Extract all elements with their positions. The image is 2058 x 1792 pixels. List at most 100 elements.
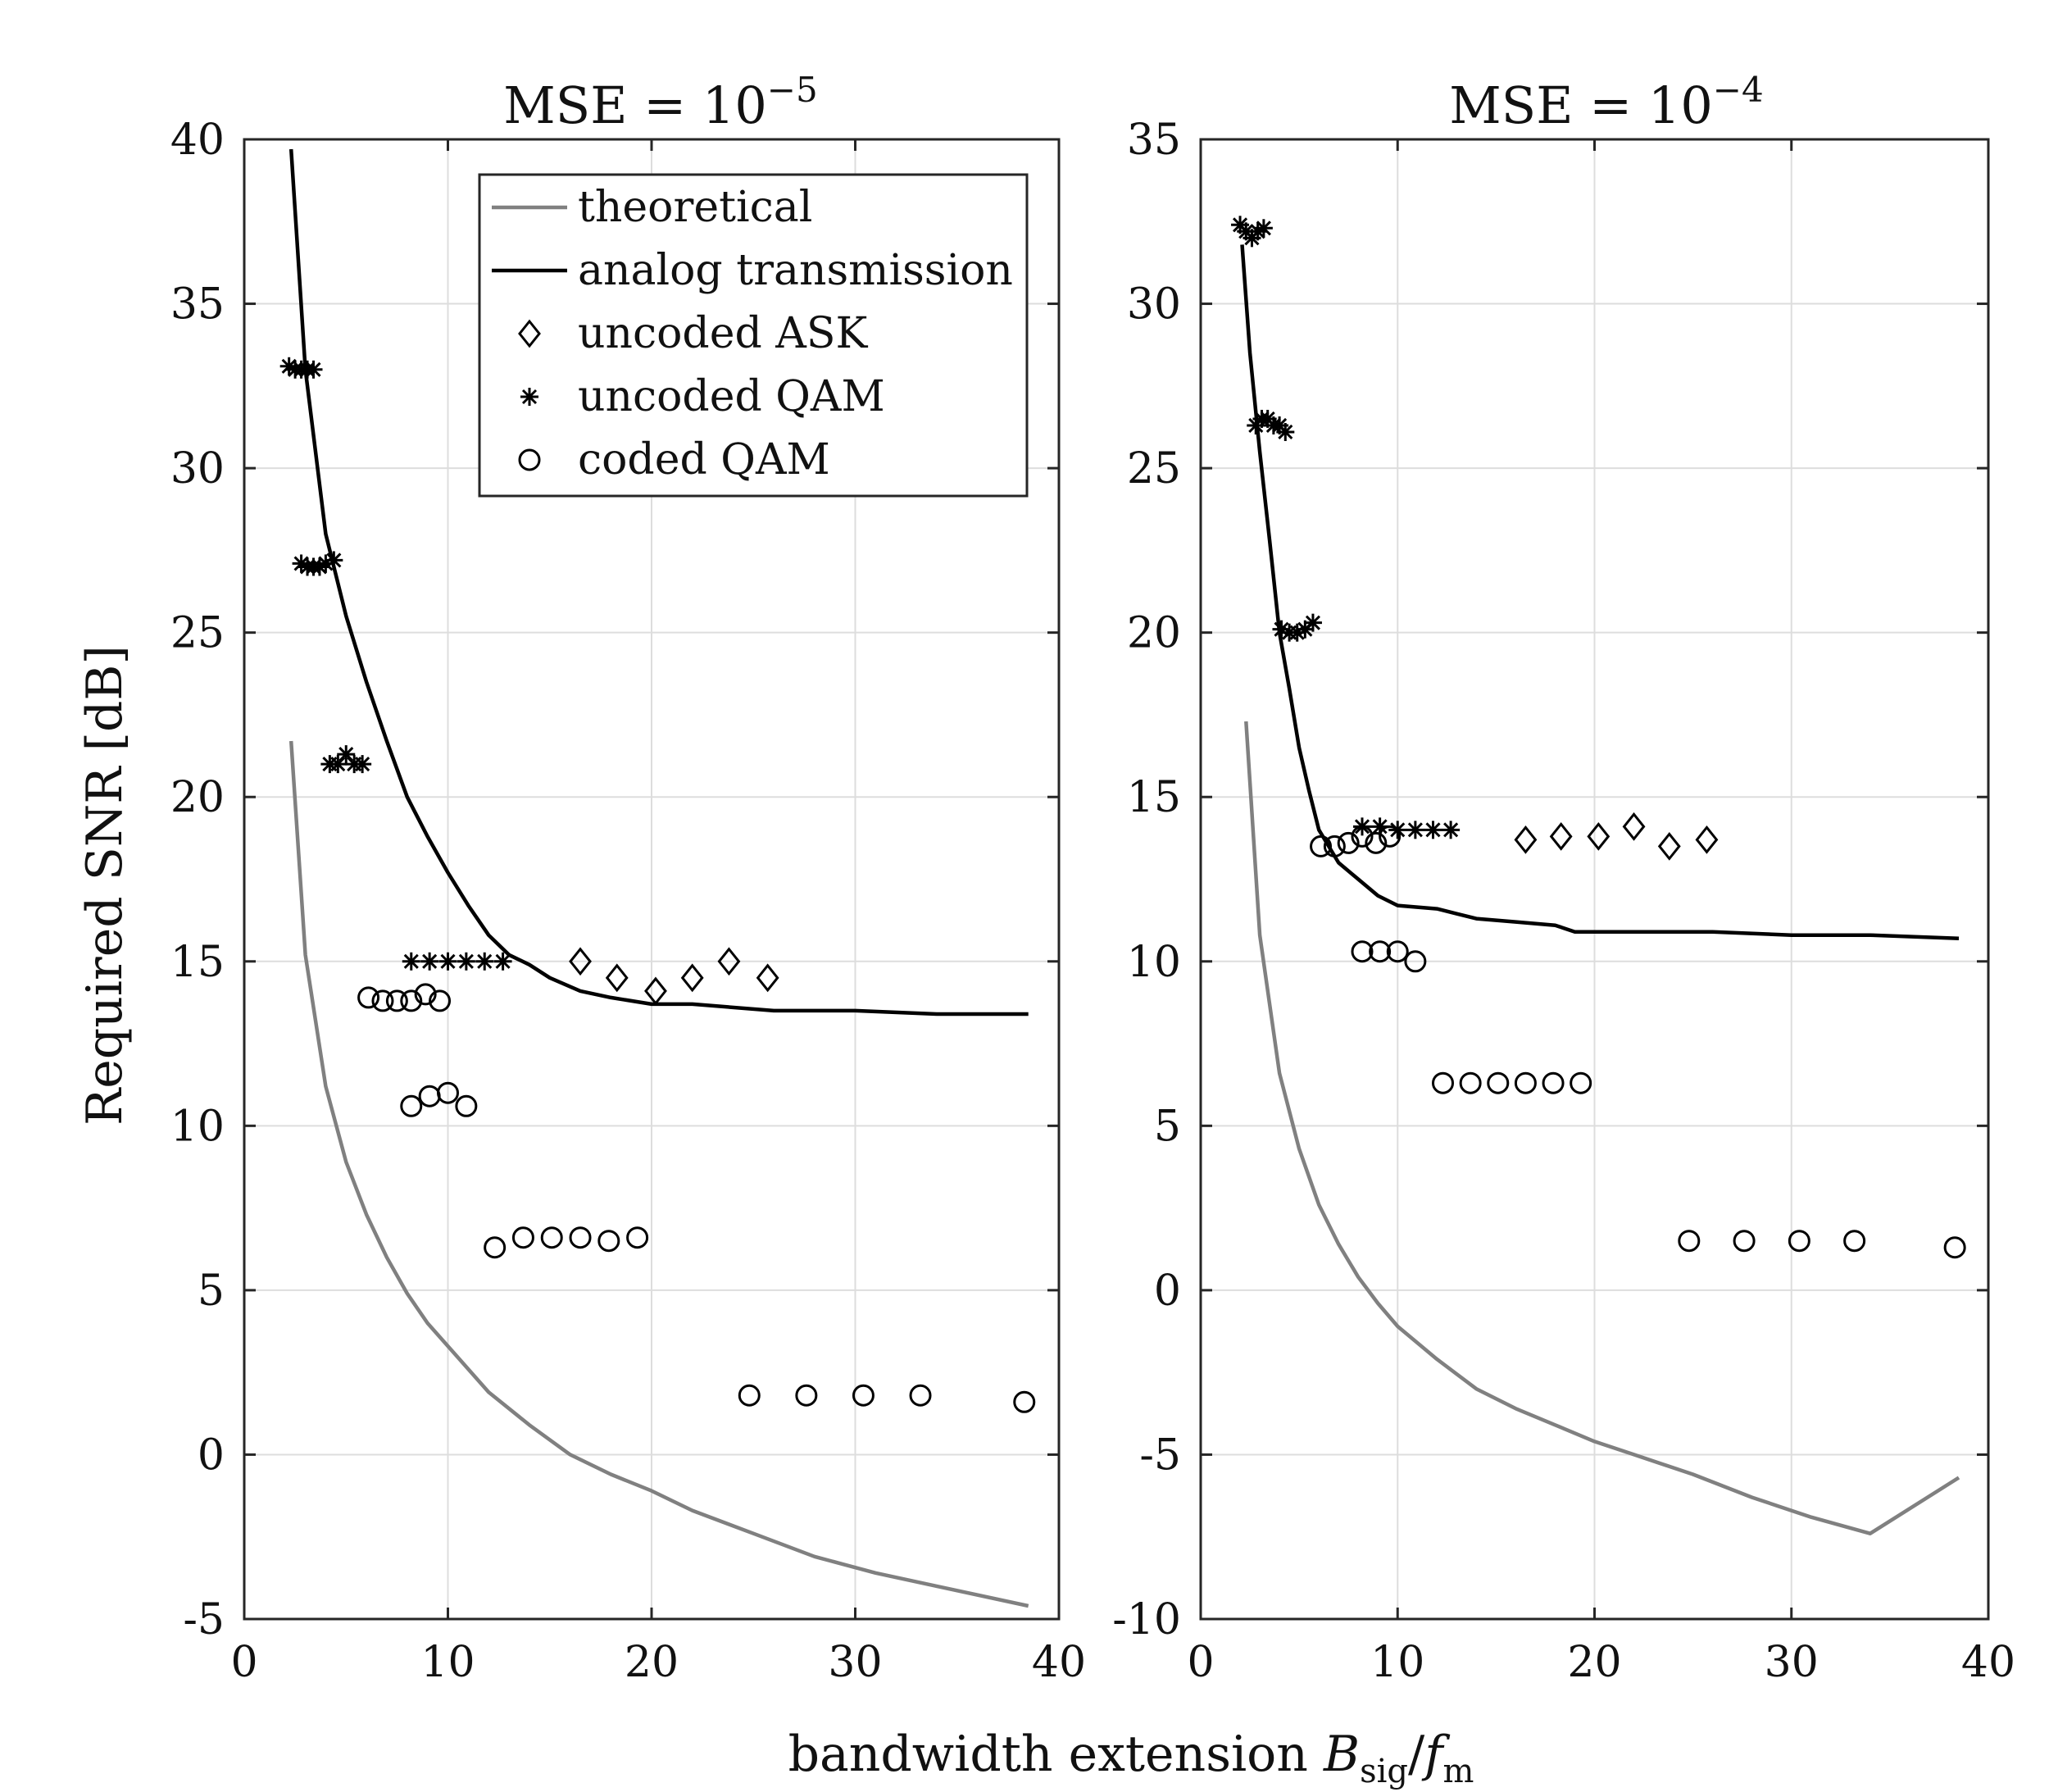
- point-coded-qam: [385, 989, 408, 1012]
- point-coded-qam: [626, 1226, 649, 1249]
- point-coded-qam: [455, 1094, 478, 1117]
- y-tick-label: 0: [1154, 1267, 1181, 1316]
- point-uncoded-qam: [1388, 821, 1407, 839]
- x-tick-label: 10: [420, 1638, 475, 1687]
- point-coded-qam: [429, 989, 452, 1012]
- legend-marker-qam: [520, 388, 538, 406]
- point-coded-qam: [1337, 831, 1360, 854]
- point-coded-qam: [569, 1226, 592, 1249]
- point-coded-qam: [1570, 1071, 1592, 1094]
- y-axis-label: Required SNR [dB]: [76, 645, 134, 1126]
- point-uncoded-qam: [1424, 821, 1442, 839]
- point-uncoded-qam: [1272, 620, 1291, 639]
- panel-title: MSE = 10−4: [1449, 70, 1763, 135]
- x-tick-label: 0: [1187, 1638, 1214, 1687]
- point-uncoded-qam: [304, 360, 323, 379]
- legend-label-analog: analog transmission: [578, 246, 1013, 295]
- x-tick-label: 40: [1032, 1638, 1086, 1687]
- star-stroke: [1407, 822, 1423, 838]
- x-tick-label: 30: [828, 1638, 882, 1687]
- series-line-analog: [288, 148, 1029, 1017]
- point-coded-qam: [400, 1094, 423, 1117]
- star-stroke: [326, 553, 342, 568]
- point-uncoded-qam: [402, 952, 420, 971]
- point-coded-qam: [1310, 835, 1333, 857]
- panel-mse-1e-4: MSE = 10−4 0 10 20 30 40 -10 -5 0 5 10 15 20 25 30 35: [1112, 70, 2015, 1687]
- point-coded-qam: [511, 1226, 534, 1249]
- point-uncoded-qam: [493, 952, 512, 971]
- point-uncoded-qam: [325, 551, 343, 570]
- y-tick-label: 20: [170, 773, 225, 822]
- point-coded-qam: [357, 986, 380, 1009]
- legend-label-uncoded-qam: uncoded QAM: [578, 372, 885, 421]
- point-coded-qam: [1013, 1390, 1036, 1413]
- point-uncoded-ask: [569, 947, 592, 976]
- point-uncoded-qam: [1276, 422, 1295, 441]
- y-tick-label: 40: [170, 116, 225, 165]
- x-tick-label: 0: [230, 1638, 257, 1687]
- legend-label-ask: uncoded ASK: [578, 309, 868, 358]
- point-uncoded-ask: [1514, 825, 1538, 854]
- star-stroke: [1425, 822, 1441, 838]
- point-coded-qam: [414, 983, 437, 1006]
- star-stroke: [1256, 221, 1271, 236]
- y-tick-label: 15: [1127, 773, 1181, 822]
- legend-box: [478, 173, 1029, 498]
- point-uncoded-qam: [457, 952, 475, 971]
- point-coded-qam: [1487, 1071, 1510, 1094]
- y-tick-label: 30: [1127, 280, 1181, 330]
- legend-marker-ask: [518, 319, 541, 348]
- star-stroke: [458, 953, 474, 969]
- star-stroke: [495, 953, 511, 969]
- point-coded-qam: [738, 1384, 761, 1407]
- star-stroke: [1443, 822, 1459, 838]
- point-coded-qam: [795, 1384, 818, 1407]
- point-uncoded-ask: [1549, 821, 1573, 851]
- point-coded-qam: [1542, 1071, 1565, 1094]
- point-coded-qam: [852, 1384, 875, 1407]
- x-tick-label: 10: [1370, 1638, 1424, 1687]
- point-coded-qam: [540, 1226, 563, 1249]
- legend-label-theoretical: theoretical: [578, 183, 812, 232]
- x-tick-label: 20: [1567, 1638, 1621, 1687]
- point-coded-qam: [1733, 1230, 1756, 1253]
- star-stroke: [477, 953, 493, 969]
- y-tick-label: 25: [170, 609, 225, 658]
- point-coded-qam: [1379, 825, 1402, 848]
- y-tick-label: 10: [170, 1102, 225, 1151]
- y-tick-label: 10: [1127, 938, 1181, 987]
- y-tick-label: 25: [1127, 444, 1181, 493]
- point-coded-qam: [1323, 835, 1346, 857]
- x-tick-label: 30: [1765, 1638, 1819, 1687]
- point-coded-qam: [597, 1230, 620, 1253]
- point-uncoded-ask: [1622, 812, 1646, 841]
- star-stroke: [1278, 424, 1293, 440]
- y-tick-label: 20: [1127, 609, 1181, 658]
- point-coded-qam: [1404, 950, 1427, 973]
- point-coded-qam: [1514, 1071, 1537, 1094]
- point-uncoded-qam: [1406, 821, 1424, 839]
- point-uncoded-qam: [353, 755, 372, 774]
- point-coded-qam: [1943, 1236, 1966, 1259]
- point-coded-qam: [909, 1384, 932, 1407]
- point-coded-qam: [400, 989, 423, 1012]
- point-coded-qam: [1369, 940, 1392, 963]
- point-uncoded-ask: [680, 963, 704, 993]
- x-axis-label: bandwidth extension Bsig/fm: [788, 1726, 1474, 1790]
- point-uncoded-qam: [1442, 821, 1461, 839]
- star-stroke: [1390, 822, 1406, 838]
- y-tick-label: 5: [198, 1267, 225, 1316]
- point-uncoded-qam: [1370, 817, 1389, 836]
- star-stroke: [440, 953, 456, 969]
- star-stroke: [403, 953, 419, 969]
- point-coded-qam: [1432, 1071, 1455, 1094]
- star-stroke: [355, 757, 370, 772]
- point-uncoded-ask: [1695, 825, 1719, 854]
- star-stroke: [281, 358, 297, 374]
- point-coded-qam: [1386, 940, 1409, 963]
- series-line-theoretical: [288, 740, 1029, 1608]
- y-tick-label: -5: [1139, 1430, 1181, 1480]
- legend: theoretical analog transmission uncoded …: [478, 173, 1029, 498]
- y-tick-label: 35: [1127, 116, 1181, 165]
